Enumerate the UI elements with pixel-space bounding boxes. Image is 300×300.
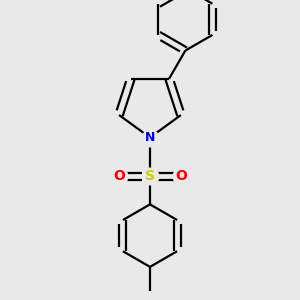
- Text: S: S: [145, 169, 155, 183]
- Text: N: N: [145, 131, 155, 144]
- Text: O: O: [175, 169, 187, 183]
- Text: O: O: [113, 169, 125, 183]
